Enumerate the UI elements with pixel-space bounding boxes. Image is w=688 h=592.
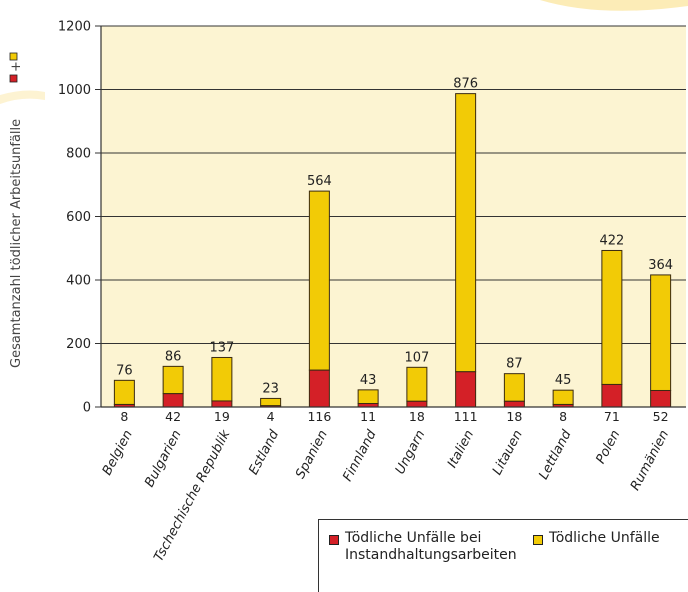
data-label-maintenance: 52 — [653, 409, 669, 424]
x-tick-label: Finnland — [340, 427, 380, 484]
y-tick-label: 400 — [66, 274, 91, 289]
x-tick-label: Lettland — [536, 427, 575, 482]
data-label-total: 43 — [360, 373, 377, 388]
x-tick-label: Belgien — [100, 428, 136, 478]
bar-total-10 — [601, 249, 623, 385]
x-tick-label: Italien — [445, 428, 477, 471]
x-tick-label: Ungarn — [393, 428, 429, 477]
data-label-maintenance: 18 — [506, 409, 522, 424]
bar-total-7 — [455, 93, 477, 373]
legend-item-maintenance: Tödliche Unfälle bei Instandhaltungsarbe… — [329, 530, 519, 564]
y-axis-label-group: Gesamtanzahl tödlicher Arbeitsunfälle + — [9, 52, 24, 368]
x-tick-label: Litauen — [490, 428, 526, 478]
x-tick-label: Polen — [593, 428, 623, 467]
legend-swatch-maintenance — [329, 535, 339, 545]
y-tick-label: 800 — [66, 147, 91, 162]
data-label-maintenance: 8 — [559, 409, 567, 424]
x-tick-label: Spanien — [293, 428, 331, 481]
bar-maintenance-4 — [308, 369, 330, 408]
x-tick-label: Estland — [246, 427, 282, 477]
data-label-maintenance: 19 — [214, 409, 230, 424]
data-label-total: 87 — [506, 357, 523, 372]
legend-swatch-total — [533, 535, 543, 545]
legend-item-total: Tödliche Unfälle — [533, 530, 683, 547]
bar-total-5 — [357, 389, 379, 405]
bar-maintenance-10 — [601, 383, 623, 408]
data-label-maintenance: 111 — [454, 409, 478, 424]
y-axis-label-swatch-total — [9, 52, 18, 61]
bar-maintenance-1 — [162, 393, 184, 408]
bar-total-2 — [211, 356, 233, 402]
y-tick-label: 1000 — [58, 83, 91, 98]
bar-total-8 — [503, 373, 525, 402]
data-label-maintenance: 4 — [267, 409, 275, 424]
data-label-total: 107 — [404, 350, 429, 365]
data-label-total: 564 — [307, 174, 332, 189]
data-label-maintenance: 42 — [165, 409, 181, 424]
y-tick-label: 0 — [83, 401, 91, 416]
bar-total-9 — [552, 389, 574, 405]
data-label-total: 876 — [453, 77, 478, 92]
y-axis-label: Gesamtanzahl tödlicher Arbeitsunfälle — [9, 119, 24, 368]
data-label-total: 86 — [165, 349, 182, 364]
data-label-maintenance: 116 — [307, 409, 331, 424]
y-tick-label: 200 — [66, 337, 91, 352]
y-axis-label-swatch-maintenance — [9, 74, 18, 83]
legend: Tödliche Unfälle bei Instandhaltungsarbe… — [318, 519, 688, 592]
bar-total-6 — [406, 366, 428, 402]
bar-total-11 — [650, 274, 672, 391]
data-label-total: 364 — [648, 258, 673, 273]
bar-total-0 — [113, 379, 135, 405]
x-tick-label: Bulgarien — [142, 428, 184, 490]
bar-maintenance-7 — [455, 371, 477, 408]
bars — [113, 93, 672, 408]
y-axis-label-plus: + — [9, 61, 24, 72]
bar-maintenance-11 — [650, 389, 672, 408]
data-label-maintenance: 11 — [360, 409, 376, 424]
data-label-total: 45 — [555, 373, 572, 388]
data-label-total: 76 — [116, 363, 133, 378]
x-tick-label: Rumänien — [628, 428, 672, 493]
bar-total-4 — [308, 190, 330, 371]
legend-label-maintenance: Tödliche Unfälle bei Instandhaltungsarbe… — [345, 530, 517, 563]
bar-maintenance-2 — [211, 400, 233, 408]
bar-total-1 — [162, 365, 184, 395]
bar-maintenance-8 — [503, 400, 525, 408]
data-label-maintenance: 8 — [120, 409, 128, 424]
data-label-total: 422 — [599, 233, 624, 248]
data-label-total: 137 — [209, 340, 234, 355]
axes — [100, 26, 686, 408]
data-label-maintenance: 18 — [409, 409, 425, 424]
data-label-total: 23 — [262, 381, 279, 396]
bar-total-3 — [260, 397, 282, 407]
y-tick-label: 600 — [66, 210, 91, 225]
legend-label-total: Tödliche Unfälle — [549, 530, 660, 546]
data-label-maintenance: 71 — [604, 409, 620, 424]
bar-maintenance-6 — [406, 400, 428, 408]
y-tick-label: 1200 — [58, 20, 91, 35]
